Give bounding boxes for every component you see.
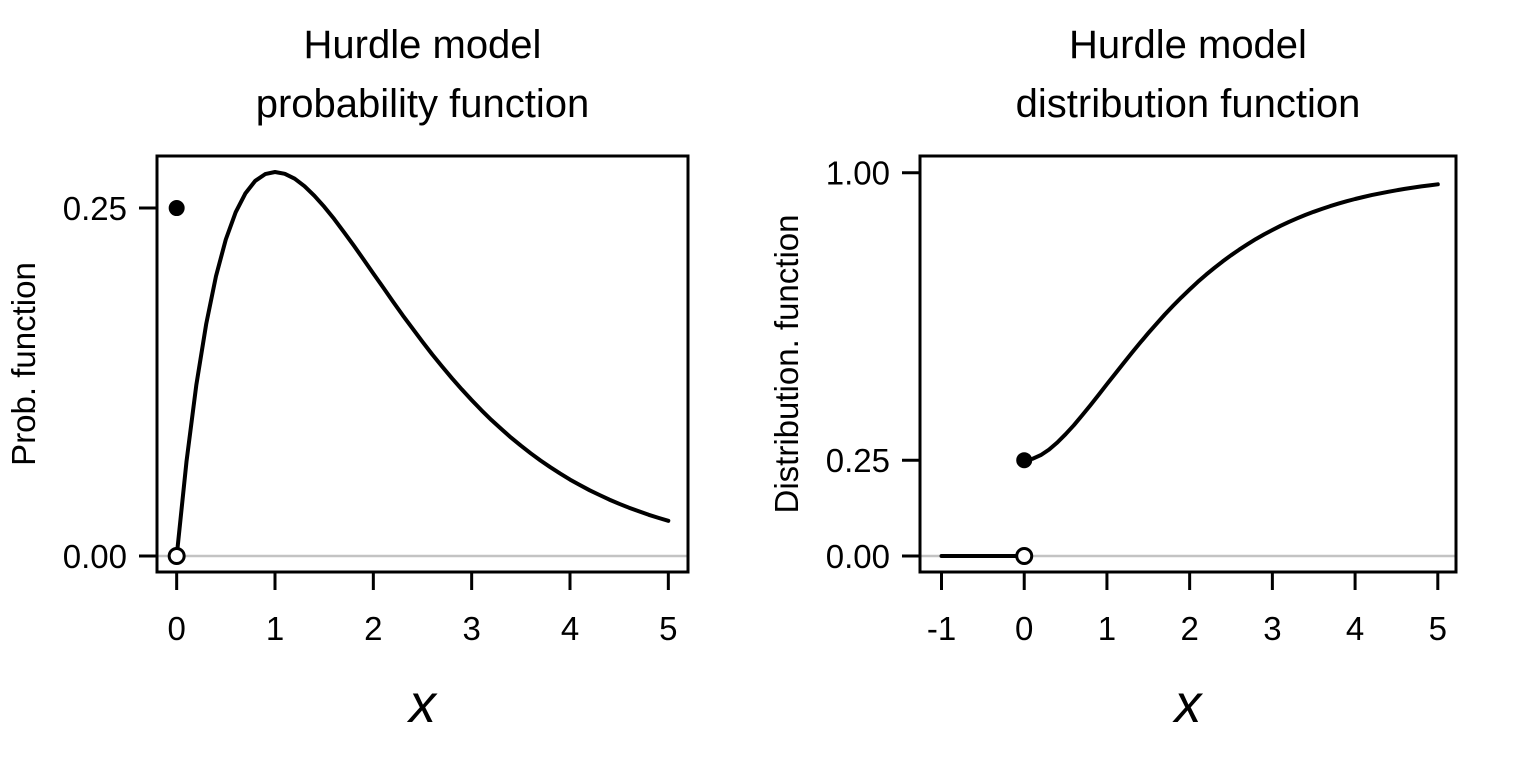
chart-title-line: Hurdle model bbox=[304, 23, 542, 67]
x-tick-label: 5 bbox=[659, 610, 677, 647]
x-tick-label: -1 bbox=[927, 610, 956, 647]
x-tick-label: 4 bbox=[1346, 610, 1364, 647]
x-tick-label: 4 bbox=[561, 610, 579, 647]
open-point-marker bbox=[167, 546, 186, 565]
y-tick-label: 0.00 bbox=[63, 538, 127, 575]
chart-panel-left: 0 1 2 3 4 5 0.00 0.25 Hurdle model probability fu… bbox=[5, 23, 690, 734]
plot-box bbox=[155, 154, 690, 574]
pdf-curve bbox=[174, 170, 671, 558]
x-tick-label: 1 bbox=[266, 610, 284, 647]
y-tick-label: 0.00 bbox=[826, 538, 890, 575]
y-axis-label: Distribution. function bbox=[768, 215, 805, 514]
x-tick-label: 5 bbox=[1429, 610, 1447, 647]
x-tick-label: 2 bbox=[1180, 610, 1198, 647]
open-point-marker bbox=[1015, 547, 1034, 566]
x-tick-label: 2 bbox=[364, 610, 382, 647]
plot-box bbox=[918, 154, 1458, 574]
y-tick-label: 1.00 bbox=[826, 155, 890, 192]
chart-title-line: Hurdle model bbox=[1069, 23, 1307, 67]
x-tick-label: 1 bbox=[1098, 610, 1116, 647]
y-tick-label: 0.25 bbox=[63, 190, 127, 227]
x-tick-label: 0 bbox=[1015, 610, 1033, 647]
x-axis-label: x bbox=[406, 674, 438, 734]
filled-point-marker bbox=[1016, 452, 1033, 469]
x-tick-label: 3 bbox=[462, 610, 480, 647]
x-tick-label: 0 bbox=[167, 610, 185, 647]
chart-title-line: distribution function bbox=[1016, 82, 1361, 126]
chart-panel-right: -1 0 1 2 3 4 5 0.00 0.25 1.00 Hurdle model distribu… bbox=[768, 23, 1458, 734]
y-tick-label: 0.25 bbox=[826, 442, 890, 479]
y-axis-label: Prob. function bbox=[5, 262, 42, 466]
x-axis-label: x bbox=[1172, 674, 1204, 734]
cdf-curve bbox=[1022, 182, 1440, 463]
x-tick-label: 3 bbox=[1263, 610, 1281, 647]
chart-title-line: probability function bbox=[256, 82, 590, 126]
filled-point-marker bbox=[168, 200, 185, 217]
